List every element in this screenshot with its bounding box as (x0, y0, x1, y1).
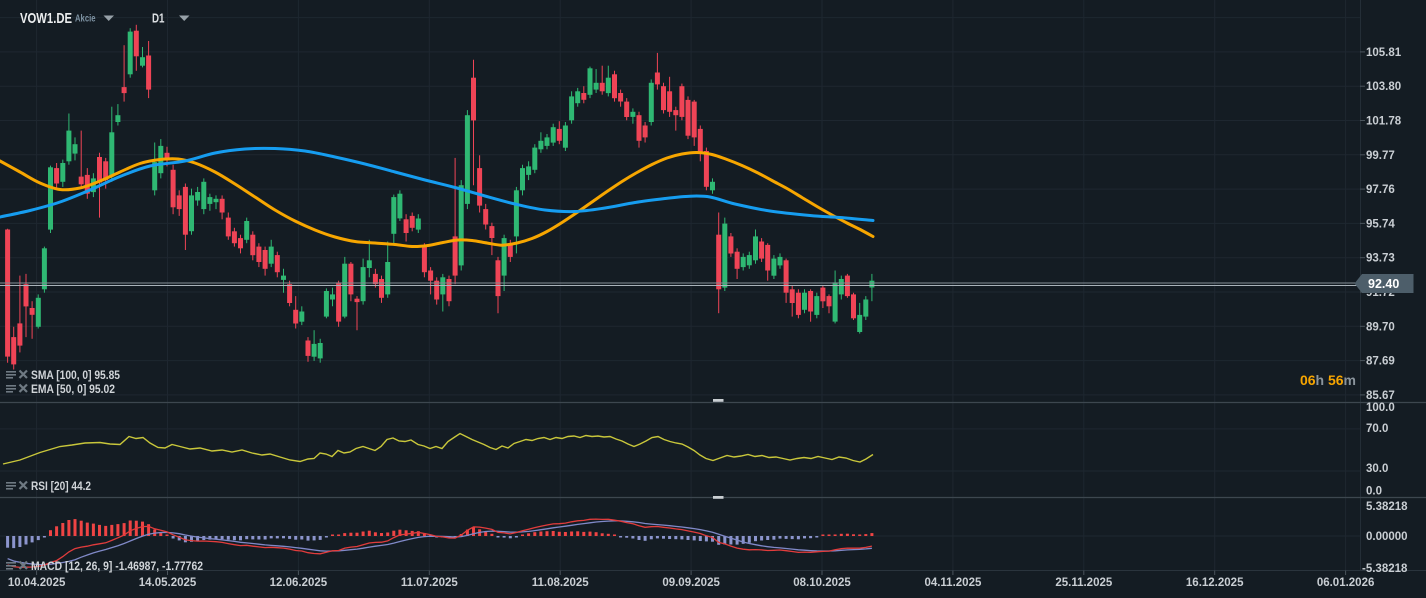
svg-text:92.40: 92.40 (1368, 277, 1399, 291)
svg-text:-5.38218: -5.38218 (1362, 563, 1408, 575)
svg-text:MACD [12, 26, 9] -1.46987, -1.: MACD [12, 26, 9] -1.46987, -1.77762 (31, 561, 203, 573)
svg-text:12.06.2025: 12.06.2025 (270, 577, 328, 589)
svg-text:99.77: 99.77 (1366, 150, 1395, 162)
svg-text:89.70: 89.70 (1366, 321, 1395, 333)
svg-text:06h 56m: 06h 56m (1300, 372, 1356, 388)
svg-text:08.10.2025: 08.10.2025 (793, 577, 851, 589)
svg-text:04.11.2025: 04.11.2025 (924, 577, 982, 589)
svg-text:95.74: 95.74 (1366, 218, 1395, 230)
svg-text:87.69: 87.69 (1366, 356, 1395, 368)
svg-text:D1: D1 (152, 11, 165, 26)
svg-text:25.11.2025: 25.11.2025 (1055, 577, 1113, 589)
svg-text:11.07.2025: 11.07.2025 (401, 577, 459, 589)
svg-text:100.0: 100.0 (1366, 402, 1395, 414)
svg-text:EMA [50, 0] 95.02: EMA [50, 0] 95.02 (31, 384, 115, 396)
svg-text:101.78: 101.78 (1366, 116, 1402, 128)
svg-text:09.09.2025: 09.09.2025 (662, 577, 720, 589)
svg-text:103.80: 103.80 (1366, 81, 1401, 93)
svg-text:0.00000: 0.00000 (1366, 531, 1408, 543)
svg-text:RSI [20] 44.2: RSI [20] 44.2 (31, 481, 91, 493)
svg-text:70.0: 70.0 (1366, 423, 1388, 435)
svg-text:VOW1.DE: VOW1.DE (20, 10, 72, 27)
svg-text:11.08.2025: 11.08.2025 (532, 577, 590, 589)
svg-text:85.67: 85.67 (1366, 390, 1395, 402)
svg-text:0.0: 0.0 (1366, 486, 1382, 498)
svg-text:14.05.2025: 14.05.2025 (139, 577, 197, 589)
svg-text:5.38218: 5.38218 (1366, 501, 1408, 513)
svg-text:105.81: 105.81 (1366, 47, 1402, 59)
svg-text:SMA [100, 0] 95.85: SMA [100, 0] 95.85 (31, 370, 121, 382)
svg-text:97.76: 97.76 (1366, 184, 1395, 196)
svg-text:10.04.2025: 10.04.2025 (8, 577, 66, 589)
svg-text:06.01.2026: 06.01.2026 (1317, 577, 1375, 589)
svg-text:16.12.2025: 16.12.2025 (1186, 577, 1244, 589)
svg-text:30.0: 30.0 (1366, 463, 1388, 475)
svg-text:Akcie: Akcie (75, 13, 96, 25)
svg-text:93.73: 93.73 (1366, 253, 1395, 265)
